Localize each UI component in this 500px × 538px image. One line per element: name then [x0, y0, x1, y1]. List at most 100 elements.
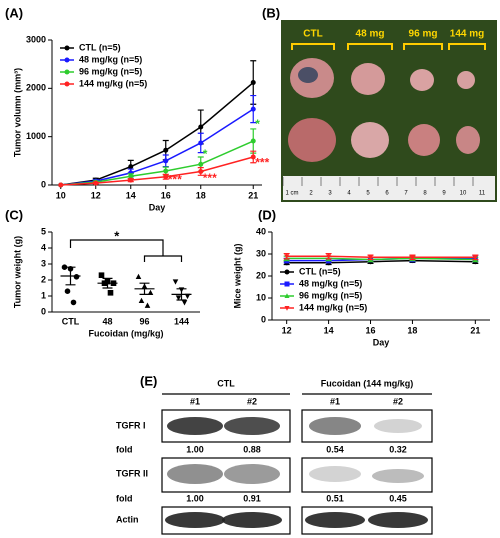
x-axis-label: Day [149, 202, 166, 212]
data-point [250, 80, 256, 86]
x-tick-label: 18 [196, 190, 206, 200]
ruler-label: 6 [385, 191, 389, 197]
ruler-label: 7 [404, 191, 408, 197]
y-tick-label: 3000 [26, 34, 46, 44]
fold-value: 0.54 [326, 444, 344, 454]
ruler-label: 8 [423, 191, 427, 197]
ruler-label: 9 [442, 191, 446, 197]
data-point [184, 293, 191, 300]
panel-label: (B) [262, 5, 280, 20]
annotation: * [203, 147, 208, 161]
series-line [60, 108, 254, 186]
annotation: *** [255, 155, 269, 169]
data-point [163, 168, 169, 174]
data-point [409, 255, 415, 261]
fold-value: 0.32 [389, 444, 407, 454]
ruler-label: 10 [460, 191, 467, 197]
tumor [298, 67, 318, 83]
y-tick-label: 0 [41, 306, 46, 316]
blot-bands [165, 417, 428, 528]
legend-marker [284, 306, 290, 311]
fold-value: 1.00 [186, 493, 204, 503]
data-point [58, 182, 64, 188]
series-line [286, 257, 476, 261]
legend-label: CTL (n=5) [79, 42, 121, 52]
annotation: *** [168, 172, 182, 186]
panel-label: (C) [5, 207, 23, 222]
data-point [368, 255, 374, 261]
lane-label: #2 [393, 396, 403, 406]
data-point [163, 158, 169, 164]
data-point [147, 289, 154, 296]
tumor [456, 126, 480, 154]
panel-label: (D) [258, 207, 276, 222]
data-point [128, 177, 134, 183]
legend-marker [64, 69, 70, 75]
y-axis-label: Mice weight (g) [232, 243, 242, 308]
ruler-label: 3 [328, 191, 332, 197]
fold-value: 1.00 [186, 444, 204, 454]
data-point [128, 164, 134, 170]
photo-label: 96 mg [409, 29, 438, 40]
y-tick-label: 2 [41, 274, 46, 284]
photo [281, 20, 497, 202]
lane-label: #1 [330, 396, 340, 406]
y-axis-label: Tumor weight (g) [12, 236, 22, 308]
fold-value: 0.91 [243, 493, 261, 503]
legend-label: 144 mg/kg (n=5) [299, 302, 367, 312]
legend-label: 96 mg/kg (n=5) [79, 66, 142, 76]
fold-value: 0.51 [326, 493, 344, 503]
data-point [61, 264, 68, 270]
legend-marker [64, 81, 70, 87]
data-point [250, 154, 256, 160]
series-line [60, 156, 254, 186]
error-bar [65, 266, 76, 286]
x-tick-label: CTL [62, 316, 80, 326]
annotation: * [114, 228, 120, 243]
data-point [98, 272, 105, 278]
ruler-label: 1 cm [285, 191, 298, 197]
x-tick-label: 12 [91, 190, 101, 200]
row-label: TGFR I [116, 420, 146, 430]
tumor [351, 122, 389, 158]
data-point [472, 255, 478, 261]
x-tick-label: 16 [161, 190, 171, 200]
tumor [408, 124, 440, 156]
x-tick-label: 14 [126, 190, 136, 200]
fold-label: fold [116, 493, 133, 503]
significance-bracket [69, 239, 183, 262]
panel-label: (E) [140, 373, 157, 388]
data-point [250, 106, 256, 112]
y-tick-label: 10 [256, 292, 266, 302]
data-point [93, 180, 99, 186]
fold-label: fold [116, 444, 133, 454]
photo-label: 144 mg [450, 29, 484, 40]
ruler-label: 4 [347, 191, 351, 197]
data-point [135, 273, 142, 280]
y-tick-label: 3 [41, 258, 46, 268]
panel-label: (A) [5, 5, 23, 20]
y-tick-label: 20 [256, 270, 266, 280]
data-point [128, 173, 134, 179]
x-tick-label: 144 [174, 316, 189, 326]
data-point [107, 290, 114, 296]
data-point [181, 300, 188, 306]
row-label: TGFR II [116, 468, 148, 478]
data-point [163, 147, 169, 153]
fold-value: 0.45 [389, 493, 407, 503]
y-tick-label: 2000 [26, 83, 46, 93]
legend-label: CTL (n=5) [299, 266, 341, 276]
lane-label: #1 [190, 396, 200, 406]
legend-marker [284, 269, 290, 275]
legend-marker [284, 281, 290, 287]
tumor [288, 118, 336, 162]
series-line [60, 81, 254, 186]
legend-label: 96 mg/kg (n=5) [299, 290, 362, 300]
x-tick-label: 21 [470, 325, 480, 335]
x-tick-label: 16 [366, 325, 376, 335]
error-bar [102, 277, 113, 289]
legend-marker [64, 45, 70, 51]
photo-label: CTL [303, 29, 322, 40]
tumor [351, 63, 385, 95]
